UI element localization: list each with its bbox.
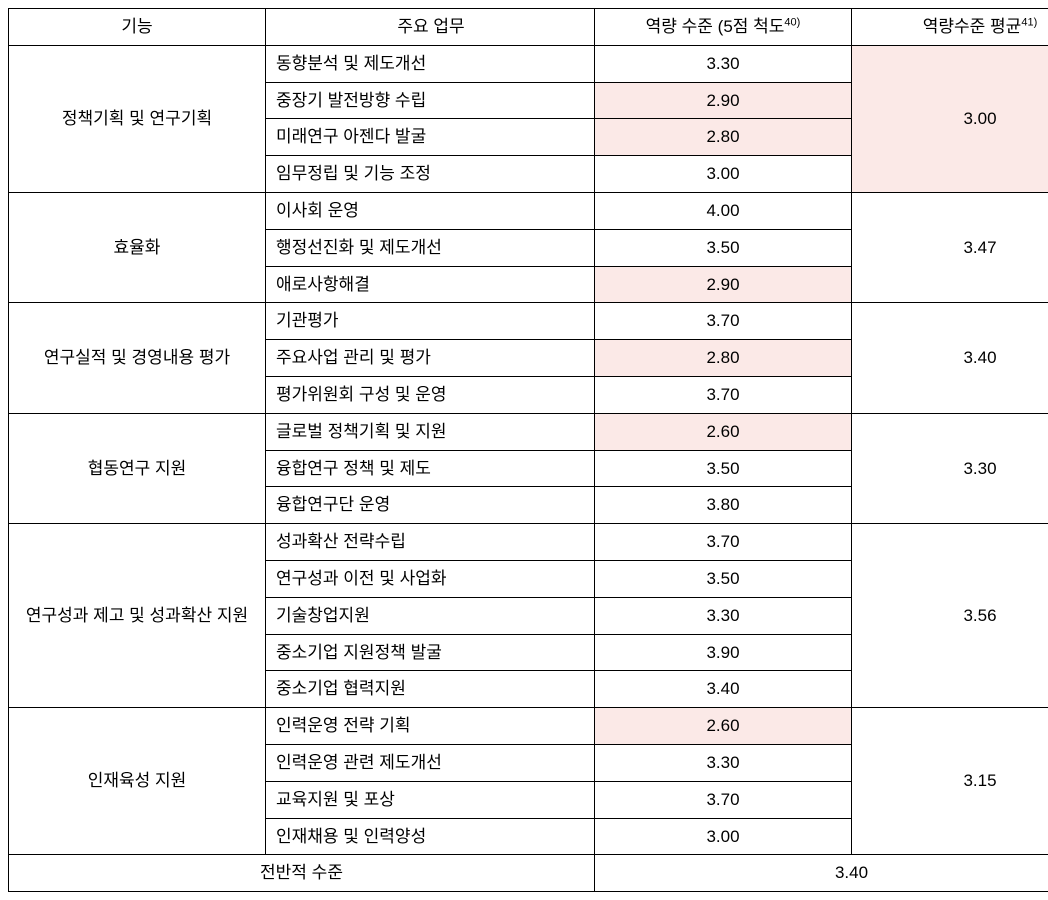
score-cell: 2.80 [595,119,852,156]
score-cell: 3.80 [595,487,852,524]
func-cell: 효율화 [9,192,266,302]
task-cell: 글로벌 정책기획 및 지원 [266,413,595,450]
score-cell: 2.80 [595,340,852,377]
task-cell: 융합연구단 운영 [266,487,595,524]
avg-cell: 3.00 [852,45,1048,192]
avg-cell: 3.47 [852,192,1048,302]
score-cell: 3.70 [595,303,852,340]
score-cell: 3.50 [595,229,852,266]
score-cell: 2.60 [595,413,852,450]
task-cell: 인력운영 전략 기획 [266,708,595,745]
task-cell: 중소기업 협력지원 [266,671,595,708]
score-cell: 3.70 [595,376,852,413]
task-cell: 중소기업 지원정책 발굴 [266,634,595,671]
func-cell: 연구실적 및 경영내용 평가 [9,303,266,413]
table-row: 연구성과 제고 및 성과확산 지원성과확산 전략수립3.703.56 [9,524,1048,561]
score-cell: 4.00 [595,192,852,229]
task-cell: 인력운영 관련 제도개선 [266,744,595,781]
footer-label: 전반적 수준 [9,855,595,892]
task-cell: 임무정립 및 기능 조정 [266,156,595,193]
table-row: 정책기획 및 연구기획동향분석 및 제도개선3.303.00 [9,45,1048,82]
func-cell: 협동연구 지원 [9,413,266,523]
table-row: 협동연구 지원글로벌 정책기획 및 지원2.603.30 [9,413,1048,450]
score-cell: 2.60 [595,708,852,745]
score-cell: 3.00 [595,818,852,855]
footer-row: 전반적 수준3.40 [9,855,1048,892]
score-cell: 2.90 [595,266,852,303]
task-cell: 인재채용 및 인력양성 [266,818,595,855]
table-row: 연구실적 및 경영내용 평가기관평가3.703.40 [9,303,1048,340]
header-task: 주요 업무 [266,9,595,46]
score-cell: 3.30 [595,45,852,82]
header-func: 기능 [9,9,266,46]
avg-cell: 3.15 [852,708,1048,855]
header-avg-text: 역량수준 평균 [923,17,1022,36]
task-cell: 융합연구 정책 및 제도 [266,450,595,487]
header-avg-sup: 41) [1021,16,1037,28]
task-cell: 기관평가 [266,303,595,340]
avg-cell: 3.30 [852,413,1048,523]
score-cell: 3.90 [595,634,852,671]
header-score-text: 역량 수준 (5점 척도 [646,17,785,36]
func-cell: 인재육성 지원 [9,708,266,855]
score-cell: 3.50 [595,560,852,597]
task-cell: 행정선진화 및 제도개선 [266,229,595,266]
task-cell: 애로사항해결 [266,266,595,303]
task-cell: 이사회 운영 [266,192,595,229]
score-cell: 3.00 [595,156,852,193]
task-cell: 중장기 발전방향 수립 [266,82,595,119]
task-cell: 기술창업지원 [266,597,595,634]
table-row: 효율화이사회 운영4.003.47 [9,192,1048,229]
header-row: 기능 주요 업무 역량 수준 (5점 척도40) 역량수준 평균41) [9,9,1048,46]
score-cell: 3.50 [595,450,852,487]
task-cell: 미래연구 아젠다 발굴 [266,119,595,156]
task-cell: 교육지원 및 포상 [266,781,595,818]
score-cell: 3.70 [595,781,852,818]
func-cell: 연구성과 제고 및 성과확산 지원 [9,524,266,708]
footer-value: 3.40 [595,855,1048,892]
header-score: 역량 수준 (5점 척도40) [595,9,852,46]
header-avg: 역량수준 평균41) [852,9,1048,46]
table-row: 인재육성 지원인력운영 전략 기획2.603.15 [9,708,1048,745]
task-cell: 동향분석 및 제도개선 [266,45,595,82]
score-cell: 3.70 [595,524,852,561]
score-cell: 3.40 [595,671,852,708]
table-body: 정책기획 및 연구기획동향분석 및 제도개선3.303.00중장기 발전방향 수… [9,45,1048,891]
task-cell: 주요사업 관리 및 평가 [266,340,595,377]
capability-table: 기능 주요 업무 역량 수준 (5점 척도40) 역량수준 평균41) 정책기획… [8,8,1048,892]
func-cell: 정책기획 및 연구기획 [9,45,266,192]
task-cell: 연구성과 이전 및 사업화 [266,560,595,597]
task-cell: 성과확산 전략수립 [266,524,595,561]
header-score-sup: 40) [784,16,800,28]
score-cell: 3.30 [595,597,852,634]
avg-cell: 3.40 [852,303,1048,413]
avg-cell: 3.56 [852,524,1048,708]
task-cell: 평가위원회 구성 및 운영 [266,376,595,413]
score-cell: 3.30 [595,744,852,781]
score-cell: 2.90 [595,82,852,119]
